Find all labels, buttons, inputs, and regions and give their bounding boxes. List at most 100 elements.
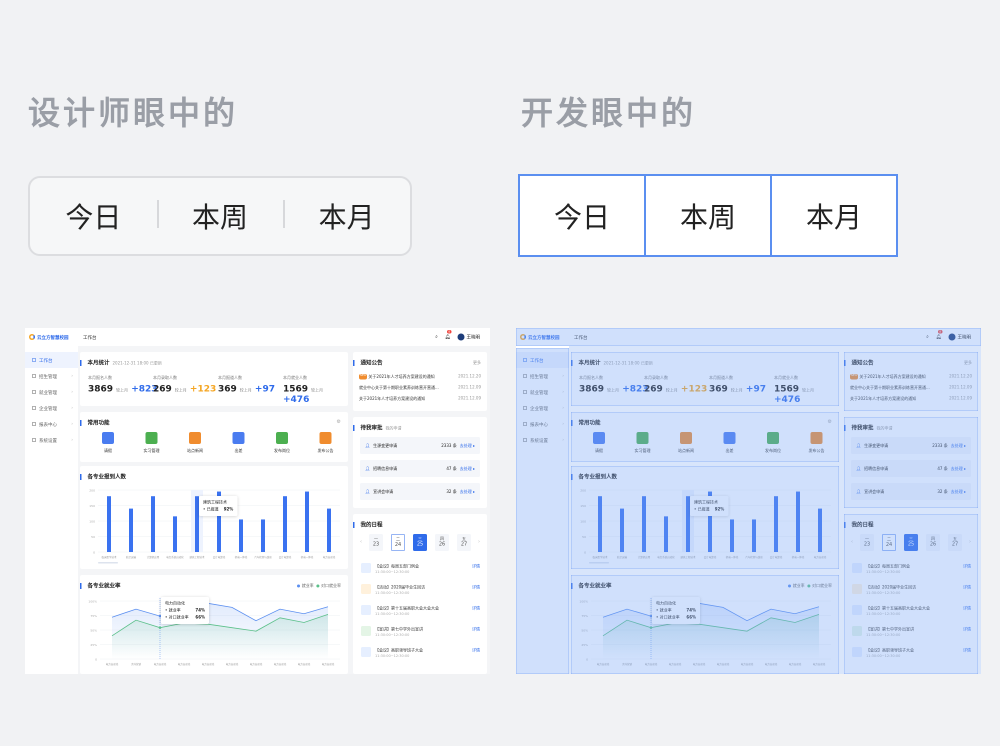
sidebar-item[interactable]: 招生管理 › [25, 368, 78, 384]
detail-link[interactable]: 详情 [963, 648, 971, 653]
calendar-day[interactable]: 三 25 [413, 534, 427, 551]
function-icon [232, 432, 245, 444]
approval-item: 👤︎ 生源变更申请 2333 条去处理 ▸ [360, 437, 480, 454]
settings-icon[interactable]: ⚙ [827, 419, 832, 425]
user-icon [32, 374, 36, 378]
segment-month[interactable]: 本月 [283, 196, 410, 236]
notice-item[interactable]: 关于2021年人才培养方案建设的通知 2021.12.09 [359, 396, 481, 401]
detail-link[interactable]: 详情 [472, 606, 480, 611]
sidebar-item[interactable]: 就业管理 › [516, 384, 569, 400]
function-shortcut[interactable]: 实习管理 [137, 432, 167, 454]
search-icon[interactable]: ⌕ [435, 334, 438, 340]
function-shortcut[interactable]: 发布岗位 [267, 432, 297, 454]
function-shortcut[interactable]: 出差 [224, 432, 254, 454]
detail-link[interactable]: 详情 [472, 648, 480, 653]
function-shortcut[interactable]: 请假 [584, 432, 614, 454]
calendar-day[interactable]: 二 24 [882, 534, 896, 551]
segment-today[interactable]: 今日 [65, 201, 122, 234]
function-shortcut[interactable]: 站点新闻 [671, 432, 701, 454]
user-menu[interactable]: 王晓明 [948, 333, 971, 341]
function-shortcut[interactable]: 发布公告 [802, 432, 832, 454]
tab-my-requests[interactable]: 我的申请 [385, 426, 402, 431]
calendar-day[interactable]: 五 27 [948, 534, 962, 551]
calendar-day[interactable]: 一 23 [860, 534, 874, 551]
function-shortcut[interactable]: 实习管理 [628, 432, 658, 454]
calendar-day[interactable]: 一 23 [369, 534, 383, 551]
bell-icon[interactable]: 🔔︎ 8 [444, 330, 452, 340]
chevron-left-icon[interactable]: ‹ [360, 539, 362, 545]
calendar-day[interactable]: 二 24 [391, 534, 405, 551]
x-tick-label: 电力自动化 [765, 662, 778, 666]
detail-link[interactable]: 详情 [472, 627, 480, 632]
sidebar-item[interactable]: 招生管理 › [516, 368, 569, 384]
more-link[interactable]: 更多 [473, 360, 481, 366]
logo-icon [520, 334, 526, 340]
search-icon[interactable]: ⌕ [926, 334, 929, 340]
detail-link[interactable]: 详情 [963, 585, 971, 590]
tab-pending[interactable]: 待我审批 [360, 424, 383, 431]
process-link[interactable]: 去处理 ▸ [950, 466, 966, 471]
sidebar-item[interactable]: 系统设置 › [25, 432, 78, 448]
event-icon [852, 584, 862, 594]
process-link[interactable]: 去处理 ▸ [459, 443, 475, 448]
notice-item[interactable]: 关于2021年人才培养方案建设的通知 2021.12.09 [850, 396, 972, 401]
settings-icon[interactable]: ⚙ [336, 419, 341, 425]
process-link[interactable]: 去处理 ▸ [459, 489, 475, 494]
chevron-right-icon: › [71, 389, 73, 395]
chart-icon [32, 422, 36, 426]
home-icon [523, 358, 527, 362]
sidebar-item[interactable]: 就业管理 › [25, 384, 78, 400]
logo[interactable]: 云立方智慧校园 [516, 334, 569, 340]
process-link[interactable]: 去处理 ▸ [459, 466, 475, 471]
logo[interactable]: 云立方智慧校园 [25, 334, 78, 340]
segment-week[interactable]: 本周 [156, 196, 284, 236]
function-shortcut[interactable]: 请假 [93, 432, 123, 454]
stats-title: 本月统计 2021-12-31 18:00 已更新 [80, 360, 162, 366]
function-shortcut[interactable]: 站点新闻 [180, 432, 210, 454]
notice-item[interactable]: 就业中心关于第十期职业素养训练营开营通... 2021.12.09 [359, 385, 481, 390]
calendar-day[interactable]: 五 27 [457, 534, 471, 551]
sidebar-item[interactable]: 工作台 [516, 352, 569, 368]
sidebar-item[interactable]: 企业管理 › [25, 400, 78, 416]
detail-link[interactable]: 详情 [963, 627, 971, 632]
detail-link[interactable]: 详情 [963, 606, 971, 611]
function-shortcut[interactable]: 出差 [715, 432, 745, 454]
y-tick-label: 0 [584, 551, 586, 555]
calendar-day[interactable]: 四 26 [435, 534, 449, 551]
chevron-right-icon[interactable]: › [969, 539, 971, 545]
function-icon [319, 432, 332, 444]
tab-pending[interactable]: 待我审批 [851, 424, 874, 431]
sidebar-item[interactable]: 报表中心 › [516, 416, 569, 432]
sidebar-item-label: 招生管理 [530, 374, 549, 380]
function-shortcut[interactable]: 发布公告 [311, 432, 341, 454]
segment-today[interactable]: 今日 [553, 200, 610, 234]
detail-link[interactable]: 详情 [472, 585, 480, 590]
sidebar-item[interactable]: 报表中心 › [25, 416, 78, 432]
notice-item[interactable]: NEW 关于2021年人才培养方案建设的通知 2021.12.20 [359, 374, 481, 380]
sidebar-item[interactable]: 工作台 [25, 352, 78, 368]
user-menu[interactable]: 王晓明 [457, 333, 480, 341]
sidebar-item[interactable]: 企业管理 › [516, 400, 569, 416]
process-link[interactable]: 去处理 ▸ [950, 489, 966, 494]
tab-my-requests[interactable]: 我的申请 [876, 426, 893, 431]
chevron-right-icon[interactable]: › [478, 539, 480, 545]
calendar-day[interactable]: 四 26 [926, 534, 940, 551]
event-icon [361, 626, 371, 636]
segment-week[interactable]: 本周 [644, 176, 770, 255]
detail-link[interactable]: 详情 [472, 564, 480, 569]
function-shortcut[interactable]: 发布岗位 [758, 432, 788, 454]
x-tick-label: 电力自动化 [645, 662, 658, 666]
notice-item[interactable]: NEW 关于2021年人才培养方案建设的通知 2021.12.20 [850, 374, 972, 380]
stats-updated: 2021-12-31 18:00 已更新 [112, 361, 162, 366]
sidebar-item[interactable]: 系统设置 › [516, 432, 569, 448]
chevron-left-icon[interactable]: ‹ [851, 539, 853, 545]
x-tick-label: 电力自动化 [789, 662, 802, 666]
calendar-day[interactable]: 三 25 [904, 534, 918, 551]
bell-icon[interactable]: 🔔︎ 8 [935, 330, 943, 340]
segment-month[interactable]: 本月 [770, 176, 896, 255]
bar-chart: 0 50 100 150 200 临床医学技术 航空运输 计算机应用 电力系统自动化 建筑工程技术… [580, 489, 831, 564]
process-link[interactable]: 去处理 ▸ [950, 443, 966, 448]
notice-item[interactable]: 就业中心关于第十期职业素养训练营开营通... 2021.12.09 [850, 385, 972, 390]
more-link[interactable]: 更多 [964, 360, 972, 366]
detail-link[interactable]: 详情 [963, 564, 971, 569]
